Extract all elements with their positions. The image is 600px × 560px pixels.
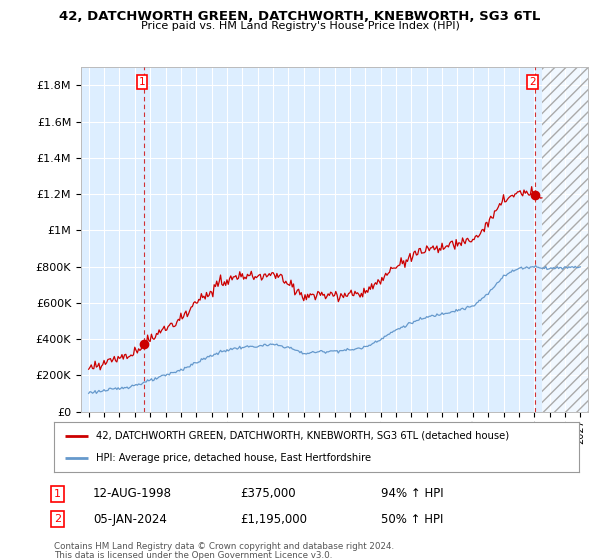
Text: 94% ↑ HPI: 94% ↑ HPI: [381, 487, 443, 501]
Text: 12-AUG-1998: 12-AUG-1998: [93, 487, 172, 501]
Text: 42, DATCHWORTH GREEN, DATCHWORTH, KNEBWORTH, SG3 6TL: 42, DATCHWORTH GREEN, DATCHWORTH, KNEBWO…: [59, 10, 541, 22]
Text: This data is licensed under the Open Government Licence v3.0.: This data is licensed under the Open Gov…: [54, 551, 332, 560]
Text: 05-JAN-2024: 05-JAN-2024: [93, 512, 167, 526]
Text: £1,195,000: £1,195,000: [240, 512, 307, 526]
Text: 2: 2: [54, 514, 61, 524]
Text: HPI: Average price, detached house, East Hertfordshire: HPI: Average price, detached house, East…: [96, 453, 371, 463]
Text: 1: 1: [54, 489, 61, 499]
Text: 50% ↑ HPI: 50% ↑ HPI: [381, 512, 443, 526]
Text: 1: 1: [139, 77, 145, 87]
Text: Price paid vs. HM Land Registry's House Price Index (HPI): Price paid vs. HM Land Registry's House …: [140, 21, 460, 31]
Text: 2: 2: [529, 77, 536, 87]
Bar: [542, 67, 588, 412]
Text: £375,000: £375,000: [240, 487, 296, 501]
Text: Contains HM Land Registry data © Crown copyright and database right 2024.: Contains HM Land Registry data © Crown c…: [54, 542, 394, 551]
Text: 42, DATCHWORTH GREEN, DATCHWORTH, KNEBWORTH, SG3 6TL (detached house): 42, DATCHWORTH GREEN, DATCHWORTH, KNEBWO…: [96, 431, 509, 441]
